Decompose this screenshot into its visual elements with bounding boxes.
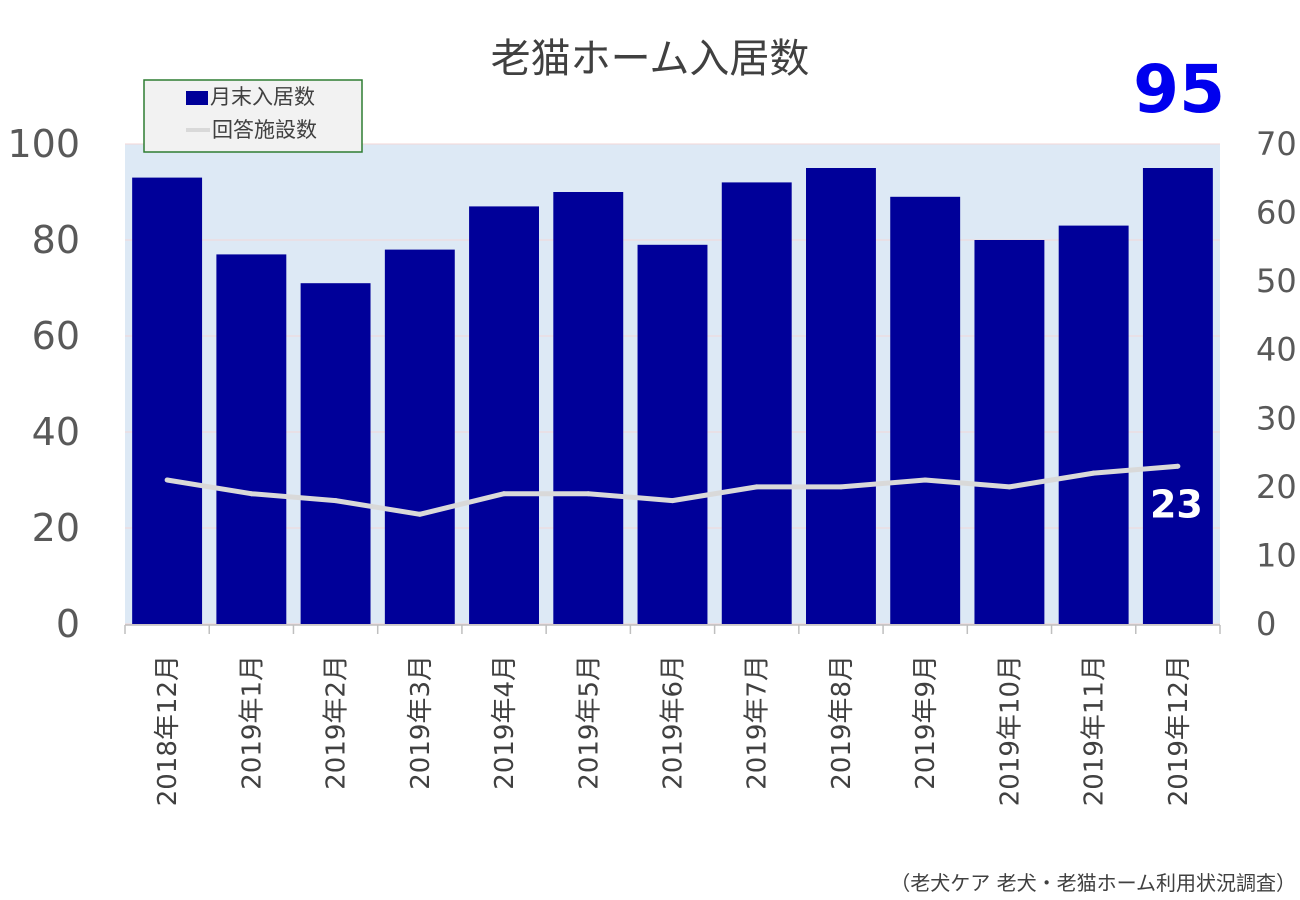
bar xyxy=(216,254,287,624)
line-point xyxy=(1006,484,1012,490)
x-tick-label: 2019年6月 xyxy=(659,655,689,790)
line-point xyxy=(417,511,423,517)
y-left-tick-label: 80 xyxy=(32,218,80,262)
bar xyxy=(132,177,203,624)
bar xyxy=(553,192,624,624)
x-tick-label: 2019年7月 xyxy=(743,655,773,790)
y-left-tick-label: 20 xyxy=(32,506,80,550)
y-right-tick-label: 10 xyxy=(1256,536,1297,574)
line-point xyxy=(1175,463,1181,469)
x-tick-label: 2019年1月 xyxy=(237,655,267,790)
x-tick-label: 2019年2月 xyxy=(322,655,352,790)
bar xyxy=(1142,168,1213,624)
plot-area: 23 0 20 40 60 80 100 0 10 20 30 40 50 60 70 2018年12月 201… xyxy=(7,122,1296,806)
line-point xyxy=(1091,470,1097,476)
source-note: （老犬ケア 老犬・老猫ホーム利用状況調査） xyxy=(890,871,1296,895)
y-left-tick-label: 40 xyxy=(32,410,80,454)
line-point xyxy=(754,484,760,490)
y-right-tick-label: 70 xyxy=(1256,125,1297,163)
y-right-tick-label: 0 xyxy=(1256,605,1276,643)
line-point xyxy=(585,491,591,497)
x-tick-label: 2019年9月 xyxy=(911,655,941,790)
x-tick-label: 2019年10月 xyxy=(995,655,1025,806)
y-left-tick-label: 100 xyxy=(7,122,80,166)
line-point xyxy=(838,484,844,490)
y-right-tick-label: 60 xyxy=(1256,194,1297,232)
bar xyxy=(384,249,455,624)
chart-title: 老猫ホーム入居数 xyxy=(491,36,810,82)
line-point xyxy=(164,477,170,483)
x-tick-label: 2019年11月 xyxy=(1080,655,1110,806)
bar xyxy=(300,283,371,624)
bar xyxy=(890,196,961,625)
bar xyxy=(721,182,792,624)
y-right-tick-label: 50 xyxy=(1256,262,1297,300)
x-tick-label: 2019年8月 xyxy=(827,655,857,790)
x-tick-label: 2019年3月 xyxy=(406,655,436,790)
x-tick-label: 2019年12月 xyxy=(1164,655,1194,806)
legend-label-bars: 月末入居数 xyxy=(210,85,315,109)
y-right-tick-label: 30 xyxy=(1256,399,1297,437)
y-left-tick-label: 0 xyxy=(56,602,80,646)
legend-label-line: 回答施設数 xyxy=(212,118,317,142)
bar xyxy=(469,206,539,624)
y-right-tick-label: 20 xyxy=(1256,468,1297,506)
x-tick-label: 2019年4月 xyxy=(490,655,520,790)
legend-bar-swatch xyxy=(186,91,208,105)
legend: 月末入居数 回答施設数 xyxy=(143,79,363,153)
line-point xyxy=(922,477,928,483)
bar xyxy=(1058,225,1129,624)
x-tick-label: 2019年5月 xyxy=(574,655,604,790)
y-left-tick-label: 60 xyxy=(32,314,80,358)
legend-box xyxy=(143,79,363,153)
x-tick-label: 2018年12月 xyxy=(153,655,183,806)
line-point xyxy=(333,498,339,504)
bar xyxy=(637,244,708,625)
y-right-tick-label: 40 xyxy=(1256,331,1297,369)
line-end-label: 23 xyxy=(1150,482,1203,526)
bar xyxy=(806,168,876,624)
latest-value-highlight: 95 xyxy=(1133,51,1225,128)
bar xyxy=(974,240,1045,624)
line-point xyxy=(501,491,507,497)
line-point xyxy=(248,491,254,497)
line-point xyxy=(670,498,675,504)
